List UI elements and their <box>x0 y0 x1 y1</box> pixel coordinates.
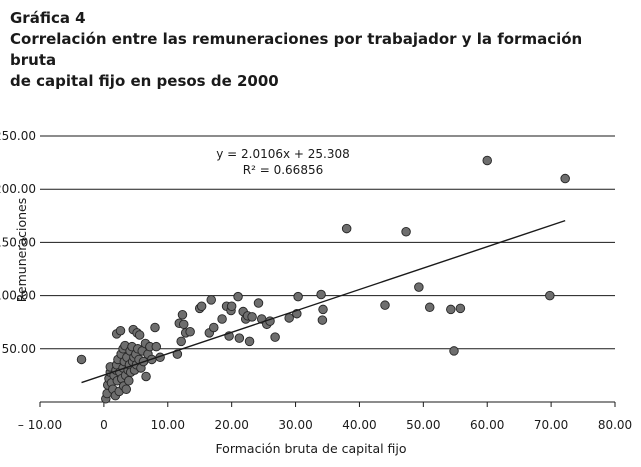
y-tick-label: 50.00 <box>2 342 36 356</box>
x-tick-label: 60.00 <box>470 418 504 432</box>
scatter-point <box>545 290 555 301</box>
x-tick-label: 30.00 <box>278 418 312 432</box>
scatter-point <box>196 301 207 311</box>
regression-equation: y = 2.0106x + 25.308 <box>216 147 350 161</box>
axes <box>39 401 616 407</box>
scatter-point <box>233 291 243 302</box>
scatter-point <box>401 227 411 237</box>
tick-labels: 50.00 100.00 150.00 200.00 250.00 – 10.00 0 10.… <box>0 129 632 432</box>
scatter-point <box>318 304 328 315</box>
scatter-point <box>134 330 145 340</box>
scatter-point <box>293 291 303 302</box>
gridlines <box>40 135 615 350</box>
scatter-point <box>317 315 328 325</box>
scatter-point <box>151 341 162 352</box>
scatter-point <box>226 301 237 311</box>
y-axis-title: Remuneraciones <box>14 198 29 302</box>
scatter-point <box>446 304 456 315</box>
scatter-point <box>150 322 160 333</box>
scatter-point <box>270 332 280 342</box>
scatter-point <box>247 312 257 322</box>
scatter-point <box>234 333 245 343</box>
figure-title-line-2: de capital fijo en pesos de 2000 <box>10 72 279 90</box>
scatter-point <box>244 336 255 347</box>
scatter-point <box>217 314 227 324</box>
y-tick-label: 100.00 <box>0 289 36 303</box>
scatter-point <box>424 302 435 313</box>
x-tick-label: 70.00 <box>534 418 568 432</box>
scatter-point <box>284 313 294 323</box>
x-tick-label: 10.00 <box>151 418 185 432</box>
scatter-point <box>206 295 216 305</box>
scatter-point <box>141 371 151 382</box>
figure-title-line-1: Correlación entre las remuneraciones por… <box>10 30 583 69</box>
x-tick-label: 50.00 <box>406 418 440 432</box>
y-tick-label: 250.00 <box>0 129 36 143</box>
scatter-point <box>124 375 134 386</box>
trendline-layer <box>81 219 566 384</box>
x-tick-label: 40.00 <box>342 418 376 432</box>
scatter-point <box>209 322 219 333</box>
figure-title-block: Gráfica 4 Correlación entre las remunera… <box>10 8 630 92</box>
scatter-point <box>341 223 352 234</box>
x-tick-label: 80.00 <box>598 418 632 432</box>
scatter-point <box>380 300 390 310</box>
y-tick-label: 200.00 <box>0 182 36 196</box>
scatter-point <box>177 310 188 320</box>
scatter-point <box>316 289 326 300</box>
r-squared-label: R² = 0.66856 <box>243 163 323 177</box>
scatter-point <box>449 346 459 356</box>
scatter-point <box>176 336 186 347</box>
scatter-point <box>455 303 466 314</box>
scatter-point <box>185 327 195 337</box>
x-tick-label: – 10.00 <box>18 418 62 432</box>
scatter-point <box>115 325 126 336</box>
data-points <box>76 155 570 404</box>
scatter-point <box>414 282 424 292</box>
x-tick-label: 0 <box>100 418 108 432</box>
scatter-point <box>121 384 131 394</box>
scatter-point <box>253 298 264 308</box>
x-tick-label: 20.00 <box>214 418 248 432</box>
scatter-point <box>560 173 570 184</box>
scatter-point <box>178 319 189 330</box>
figure-label: Gráfica 4 <box>10 9 86 27</box>
trendline <box>81 219 566 384</box>
scatter-point <box>76 354 87 365</box>
scatter-point <box>482 155 492 166</box>
y-tick-label: 150.00 <box>0 235 36 249</box>
x-axis-title: Formación bruta de capital fijo <box>215 441 406 456</box>
